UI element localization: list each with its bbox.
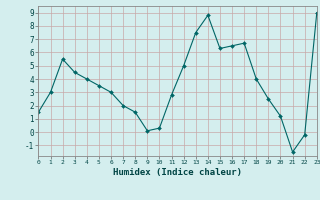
X-axis label: Humidex (Indice chaleur): Humidex (Indice chaleur): [113, 168, 242, 177]
